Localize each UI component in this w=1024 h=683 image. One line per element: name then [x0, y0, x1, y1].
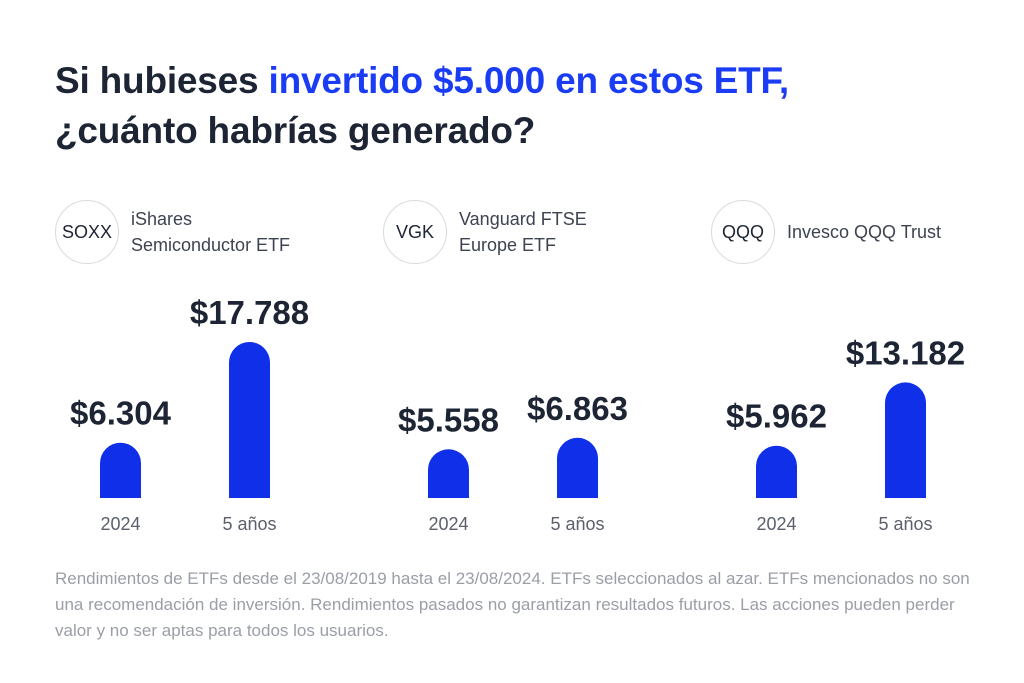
- category-label-qqq-5y: 5 años: [878, 514, 932, 534]
- ticker-badge-vgk: VGK: [383, 200, 447, 264]
- ticker-badge-qqq: QQQ: [711, 200, 775, 264]
- ticker-badge-soxx: SOXX: [55, 200, 119, 264]
- category-label-soxx-2024: 2024: [100, 514, 140, 534]
- bar-soxx-5y: [229, 342, 270, 498]
- footnote: Rendimientos de ETFs desde el 23/08/2019…: [55, 569, 970, 640]
- bar-vgk-5y: [557, 437, 598, 498]
- value-label-qqq-5y: $13.182: [846, 334, 965, 371]
- fund-name-qqq: Invesco QQQ Trust: [787, 222, 942, 242]
- category-label-vgk-5y: 5 años: [550, 514, 604, 534]
- category-label-soxx-5y: 5 años: [222, 514, 276, 534]
- value-label-vgk-5y: $6.863: [527, 390, 628, 427]
- fund-header-soxx: SOXX iShares Semiconductor ETF: [55, 200, 290, 264]
- fund-header-vgk: VGK Vanguard FTSE Europe ETF: [383, 200, 587, 264]
- fund-header-qqq: QQQ Invesco QQQ Trust: [711, 200, 941, 264]
- bar-qqq-5y: [885, 382, 926, 498]
- title-part-1: Si hubieses: [55, 60, 269, 101]
- page-title: Si hubieses invertido $5.000 en estos ET…: [55, 56, 995, 156]
- title-highlight: invertido $5.000 en estos ETF,: [268, 60, 790, 101]
- value-label-soxx-2024: $6.304: [70, 395, 172, 432]
- bar-qqq-2024: [756, 445, 797, 498]
- bar-vgk-2024: [427, 449, 469, 498]
- value-label-soxx-5y: $17.788: [190, 294, 309, 331]
- fund-name-vgk: Vanguard FTSE Europe ETF: [459, 209, 587, 255]
- category-label-qqq-2024: 2024: [756, 514, 796, 534]
- title-part-2: ¿cuánto habrías generado?: [55, 110, 536, 151]
- category-label-vgk-2024: 2024: [428, 514, 468, 534]
- value-label-vgk-2024: $5.558: [398, 401, 499, 438]
- bar-soxx-2024: [100, 442, 141, 498]
- fund-name-soxx: iShares Semiconductor ETF: [131, 209, 291, 255]
- value-label-qqq-2024: $5.962: [726, 398, 827, 435]
